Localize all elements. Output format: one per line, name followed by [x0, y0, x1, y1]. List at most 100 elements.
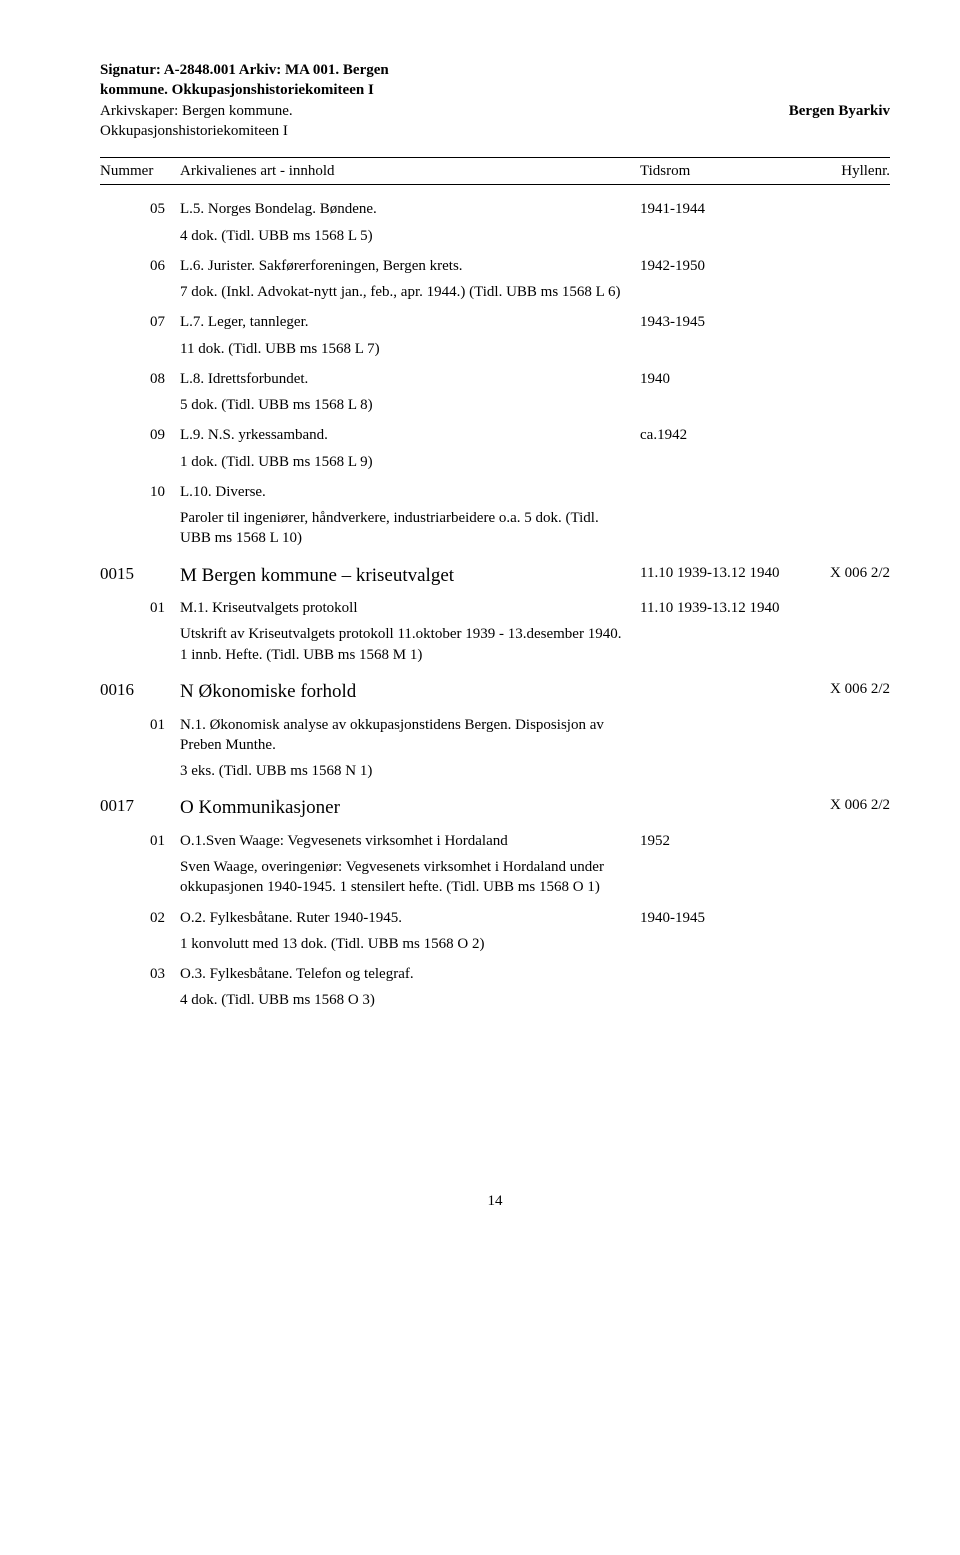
- row-number-primary: [100, 624, 150, 665]
- row-tidsrom: [640, 679, 790, 705]
- row-hyllenr: [790, 339, 890, 359]
- row-description: O Kommunikasjoner: [180, 795, 640, 821]
- archive-row: 0017 O Kommunikasjoner X 006 2/2: [100, 795, 890, 821]
- row-description: L.10. Diverse.: [180, 482, 640, 502]
- row-number-secondary: 08: [150, 369, 180, 389]
- row-number-secondary: [150, 508, 180, 549]
- archive-row: 1 dok. (Tidl. UBB ms 1568 L 9): [100, 452, 890, 472]
- row-hyllenr: [790, 425, 890, 445]
- archive-row: Utskrift av Kriseutvalgets protokoll 11.…: [100, 624, 890, 665]
- row-number-secondary: [150, 857, 180, 898]
- document-header: Signatur: A-2848.001 Arkiv: MA 001. Berg…: [100, 60, 890, 141]
- row-tidsrom: 1943-1945: [640, 312, 790, 332]
- row-hyllenr: [790, 256, 890, 276]
- row-hyllenr: [790, 990, 890, 1010]
- row-number-primary: 0016: [100, 679, 150, 705]
- row-number-primary: [100, 452, 150, 472]
- archive-row: 3 eks. (Tidl. UBB ms 1568 N 1): [100, 761, 890, 781]
- col-tidsrom: Tidsrom: [640, 161, 790, 181]
- row-tidsrom: 1952: [640, 831, 790, 851]
- row-description: Utskrift av Kriseutvalgets protokoll 11.…: [180, 624, 640, 665]
- row-hyllenr: [790, 482, 890, 502]
- row-number-secondary: [150, 563, 180, 589]
- row-hyllenr: [790, 908, 890, 928]
- archive-row: 1 konvolutt med 13 dok. (Tidl. UBB ms 15…: [100, 934, 890, 954]
- row-tidsrom: [640, 990, 790, 1010]
- archive-row: 07L.7. Leger, tannleger.1943-1945: [100, 312, 890, 332]
- archive-row: 11 dok. (Tidl. UBB ms 1568 L 7): [100, 339, 890, 359]
- row-hyllenr: [790, 964, 890, 984]
- row-number-secondary: [150, 226, 180, 246]
- row-tidsrom: [640, 715, 790, 756]
- page-number: 14: [100, 1191, 890, 1211]
- row-hyllenr: [790, 934, 890, 954]
- row-description: 3 eks. (Tidl. UBB ms 1568 N 1): [180, 761, 640, 781]
- archive-row: Sven Waage, overingeniør: Vegvesenets vi…: [100, 857, 890, 898]
- row-hyllenr: [790, 508, 890, 549]
- archive-row: 01M.1. Kriseutvalgets protokoll11.10 193…: [100, 598, 890, 618]
- row-hyllenr: [790, 857, 890, 898]
- row-number-secondary: [150, 339, 180, 359]
- archive-row: 06L.6. Jurister. Sakførerforeningen, Ber…: [100, 256, 890, 276]
- archive-row: 0016N Økonomiske forholdX 006 2/2: [100, 679, 890, 705]
- row-description: 11 dok. (Tidl. UBB ms 1568 L 7): [180, 339, 640, 359]
- header-line-2: kommune. Okkupasjonshistoriekomiteen I: [100, 80, 890, 100]
- row-hyllenr: [790, 199, 890, 219]
- row-number-primary: [100, 425, 150, 445]
- row-number-primary: 0017: [100, 795, 150, 821]
- row-hyllenr: [790, 312, 890, 332]
- col-innhold: Arkivalienes art - innhold: [180, 161, 640, 181]
- row-description: 4 dok. (Tidl. UBB ms 1568 O 3): [180, 990, 640, 1010]
- row-tidsrom: [640, 452, 790, 472]
- row-hyllenr: [790, 715, 890, 756]
- row-number-primary: [100, 964, 150, 984]
- row-tidsrom: 11.10 1939-13.12 1940: [640, 598, 790, 618]
- row-tidsrom: [640, 226, 790, 246]
- archive-row: 4 dok. (Tidl. UBB ms 1568 L 5): [100, 226, 890, 246]
- row-tidsrom: ca.1942: [640, 425, 790, 445]
- archive-row: 09L.9. N.S. yrkessamband.ca.1942: [100, 425, 890, 445]
- row-number-primary: [100, 990, 150, 1010]
- row-number-secondary: 01: [150, 598, 180, 618]
- row-description: M.1. Kriseutvalgets protokoll: [180, 598, 640, 618]
- row-description: 4 dok. (Tidl. UBB ms 1568 L 5): [180, 226, 640, 246]
- row-number-primary: [100, 282, 150, 302]
- row-description: L.5. Norges Bondelag. Bøndene.: [180, 199, 640, 219]
- archive-row: 02O.2. Fylkesbåtane. Ruter 1940-1945.194…: [100, 908, 890, 928]
- row-hyllenr: [790, 369, 890, 389]
- row-number-primary: [100, 908, 150, 928]
- row-description: L.9. N.S. yrkessamband.: [180, 425, 640, 445]
- row-number-secondary: 02: [150, 908, 180, 928]
- col-nummer: Nummer: [100, 161, 180, 181]
- archive-row: 01N.1. Økonomisk analyse av okkupasjonst…: [100, 715, 890, 756]
- row-tidsrom: 1940: [640, 369, 790, 389]
- row-number-primary: [100, 312, 150, 332]
- row-tidsrom: [640, 795, 790, 821]
- row-number-secondary: [150, 282, 180, 302]
- row-hyllenr: [790, 226, 890, 246]
- archive-row: 0015M Bergen kommune – kriseutvalget11.1…: [100, 563, 890, 589]
- row-tidsrom: [640, 934, 790, 954]
- row-description: M Bergen kommune – kriseutvalget: [180, 563, 640, 589]
- archive-row: 5 dok. (Tidl. UBB ms 1568 L 8): [100, 395, 890, 415]
- row-number-primary: [100, 395, 150, 415]
- row-tidsrom: [640, 395, 790, 415]
- row-hyllenr: X 006 2/2: [790, 795, 890, 821]
- row-hyllenr: [790, 395, 890, 415]
- row-hyllenr: X 006 2/2: [790, 679, 890, 705]
- row-number-secondary: [150, 990, 180, 1010]
- row-number-primary: [100, 598, 150, 618]
- row-tidsrom: [640, 964, 790, 984]
- row-number-secondary: [150, 761, 180, 781]
- row-tidsrom: 11.10 1939-13.12 1940: [640, 563, 790, 589]
- row-number-secondary: 01: [150, 715, 180, 756]
- row-description: O.3. Fylkesbåtane. Telefon og telegraf.: [180, 964, 640, 984]
- row-tidsrom: [640, 857, 790, 898]
- row-description: 1 dok. (Tidl. UBB ms 1568 L 9): [180, 452, 640, 472]
- row-hyllenr: [790, 282, 890, 302]
- row-hyllenr: [790, 624, 890, 665]
- row-number-primary: [100, 369, 150, 389]
- row-description: 1 konvolutt med 13 dok. (Tidl. UBB ms 15…: [180, 934, 640, 954]
- header-line-1: Signatur: A-2848.001 Arkiv: MA 001. Berg…: [100, 60, 890, 80]
- column-headers: Nummer Arkivalienes art - innhold Tidsro…: [100, 157, 890, 185]
